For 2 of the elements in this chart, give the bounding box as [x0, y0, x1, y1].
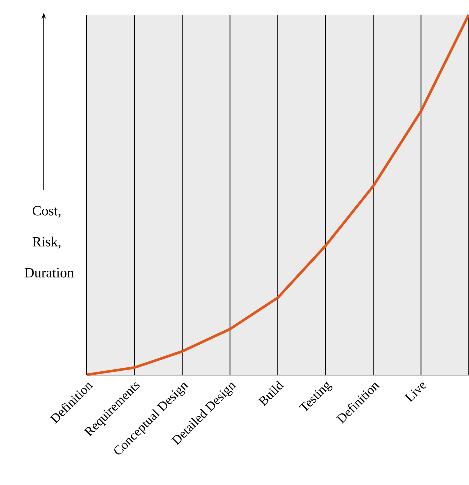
x-tick-label: Live [404, 382, 427, 403]
text: Cost, Risk, Duration [24, 206, 74, 278]
